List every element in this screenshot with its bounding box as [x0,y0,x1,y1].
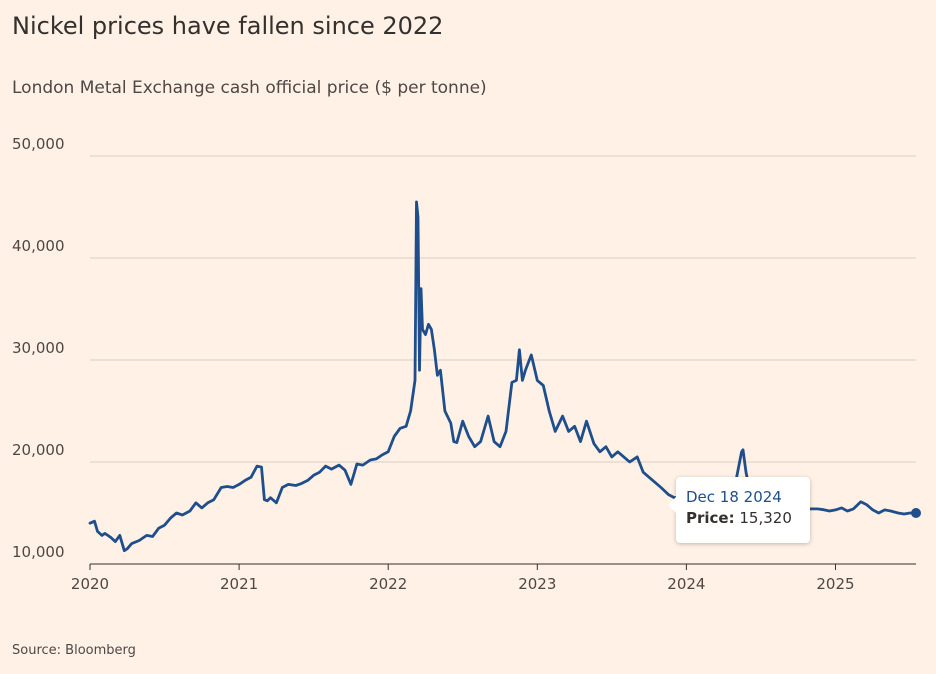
tooltip-price-label: Price: [686,509,735,527]
chart-title: Nickel prices have fallen since 2022 [12,12,444,40]
x-tick-label: 2024 [667,575,705,593]
x-tick-label: 2025 [816,575,854,593]
tooltip-price-value: 15,320 [739,509,792,527]
tooltip-date: Dec 18 2024 [686,488,782,506]
x-tick-label: 2020 [71,575,109,593]
x-tick-label: 2022 [369,575,407,593]
x-tick-label: 2023 [518,575,556,593]
tooltip-price-row: Price: 15,320 [686,507,800,529]
price-tooltip: Dec 18 2024 Price: 15,320 [668,477,810,543]
y-tick-label: 40,000 [12,237,65,255]
chart-source: Source: Bloomberg [12,643,136,658]
y-tick-label: 20,000 [12,441,65,459]
y-tick-label: 10,000 [12,543,65,561]
endpoint-marker [911,508,921,518]
x-tick-label: 2021 [220,575,258,593]
y-tick-label: 50,000 [12,135,65,153]
y-tick-label: 30,000 [12,339,65,357]
chart-subtitle: London Metal Exchange cash official pric… [12,78,487,98]
